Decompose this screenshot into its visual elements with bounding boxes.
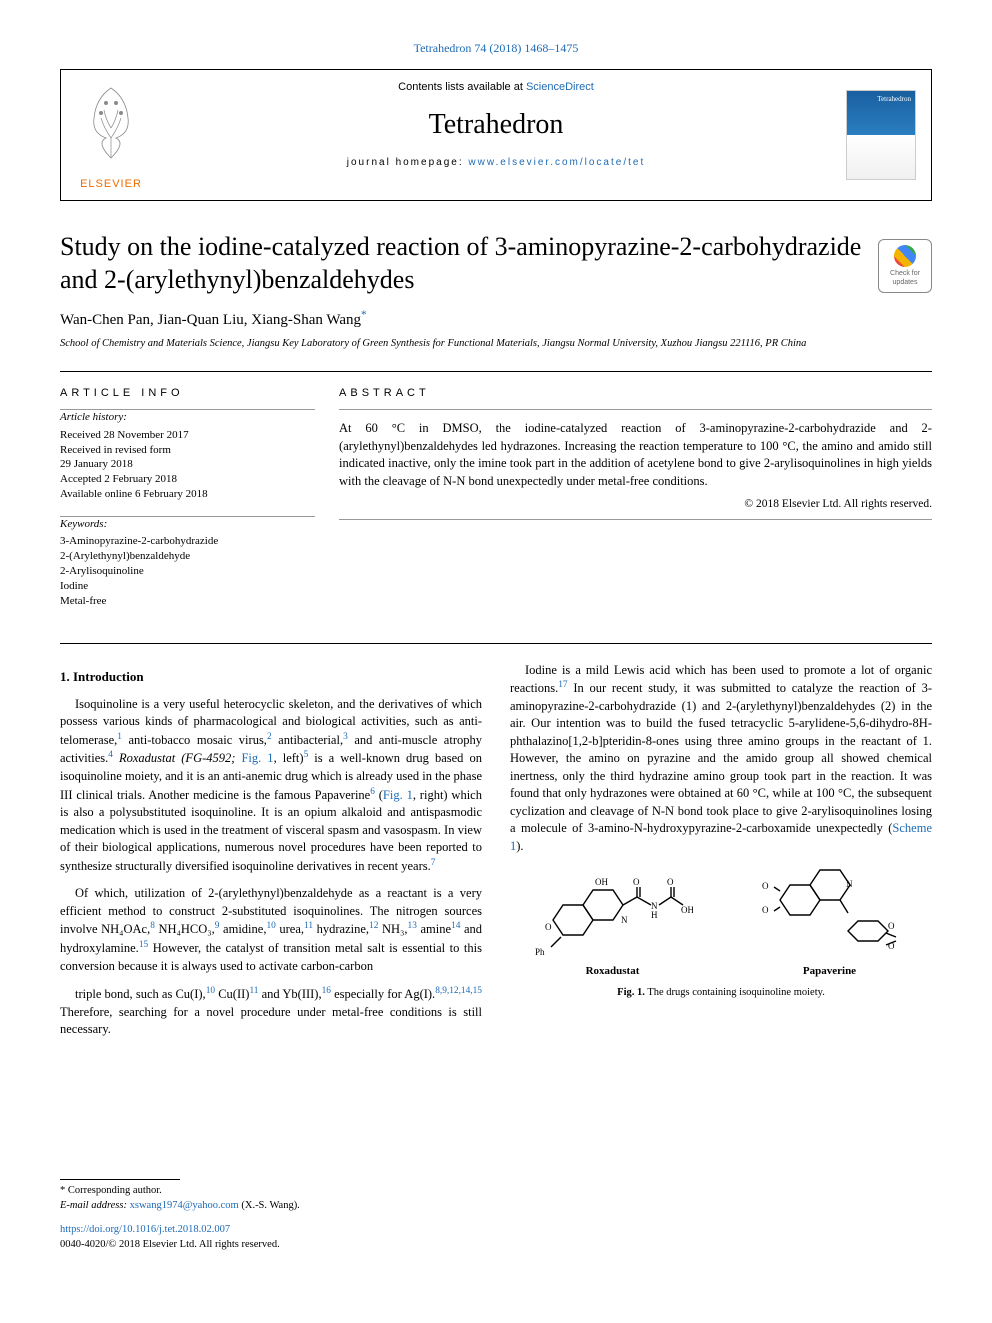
chem-structure-icon: N O O O O <box>750 865 910 960</box>
chem-structure-icon: Ph O OH N O N H <box>533 865 693 960</box>
doi-block: https://doi.org/10.1016/j.tet.2018.02.00… <box>60 1223 932 1252</box>
journal-homepage: journal homepage: www.elsevier.com/locat… <box>161 156 831 170</box>
section-heading-intro: 1. Introduction <box>60 668 482 686</box>
svg-text:O: O <box>667 877 674 887</box>
structure-papaverine: N O O O O Papaverine <box>750 865 910 979</box>
svg-text:OH: OH <box>681 905 693 915</box>
ref-link[interactable]: 17 <box>558 680 567 690</box>
article-info-label: ARTICLE INFO <box>60 386 315 401</box>
ref-link[interactable]: 13 <box>408 921 417 931</box>
email-link[interactable]: xswang1974@yahoo.com <box>130 1200 239 1211</box>
issn-line: 0040-4020/© 2018 Elsevier Ltd. All right… <box>60 1239 280 1250</box>
doi-link[interactable]: https://doi.org/10.1016/j.tet.2018.02.00… <box>60 1224 230 1235</box>
svg-text:OH: OH <box>595 877 608 887</box>
masthead: ELSEVIER Contents lists available at Sci… <box>60 69 932 202</box>
paragraph: Of which, utilization of 2-(arylethynyl)… <box>60 885 482 975</box>
abstract-column: ABSTRACT At 60 °C in DMSO, the iodine-ca… <box>339 372 932 623</box>
ref-link[interactable]: 10 <box>206 986 215 996</box>
journal-cover-cell: Tetrahedron <box>831 70 931 201</box>
keyword: Iodine <box>60 579 315 594</box>
article-title: Study on the iodine-catalyzed reaction o… <box>60 231 862 296</box>
ref-link[interactable]: 16 <box>322 986 331 996</box>
authors: Wan-Chen Pan, Jian-Quan Liu, Xiang-Shan … <box>60 308 862 331</box>
figure-ref[interactable]: Fig. 1 <box>241 752 273 766</box>
keyword: Metal-free <box>60 594 315 609</box>
divider <box>60 643 932 644</box>
svg-text:N: N <box>846 879 853 889</box>
corresponding-email: E-mail address: xswang1974@yahoo.com (X.… <box>60 1199 932 1214</box>
publisher-logo-cell: ELSEVIER <box>61 70 161 201</box>
contents-line: Contents lists available at ScienceDirec… <box>161 80 831 95</box>
svg-text:O: O <box>545 922 552 932</box>
journal-cover-icon: Tetrahedron <box>846 90 916 180</box>
elsevier-tree-icon <box>76 78 146 168</box>
keyword: 3-Aminopyrazine-2-carbohydrazide <box>60 534 315 549</box>
structure-label: Papaverine <box>803 964 856 979</box>
svg-text:O: O <box>762 881 769 891</box>
keywords-head: Keywords: <box>60 517 315 532</box>
figure-ref[interactable]: Fig. 1 <box>383 788 413 802</box>
journal-homepage-link[interactable]: www.elsevier.com/locate/tet <box>468 157 645 168</box>
journal-name: Tetrahedron <box>161 105 831 144</box>
ref-link[interactable]: 11 <box>304 921 313 931</box>
ref-link[interactable]: 7 <box>431 858 436 868</box>
corresponding-author-mark[interactable]: * <box>361 312 367 328</box>
structure-label: Roxadustat <box>586 964 640 979</box>
keyword: 2-Arylisoquinoline <box>60 564 315 579</box>
history-head: Article history: <box>60 410 315 425</box>
sciencedirect-link[interactable]: ScienceDirect <box>526 81 594 93</box>
citation-link[interactable]: Tetrahedron 74 (2018) 1468–1475 <box>60 40 932 57</box>
crossmark-badge[interactable]: Check for updates <box>878 239 932 293</box>
abstract-copyright: © 2018 Elsevier Ltd. All rights reserved… <box>339 496 932 512</box>
history-line: 29 January 2018 <box>60 457 315 472</box>
crossmark-icon <box>894 245 916 267</box>
history-line: Available online 6 February 2018 <box>60 487 315 502</box>
ref-link[interactable]: 10 <box>266 921 275 931</box>
figure-caption: Fig. 1. The drugs containing isoquinolin… <box>510 986 932 1001</box>
paragraph: triple bond, such as Cu(I),10 Cu(II)11 a… <box>60 985 482 1039</box>
keyword: 2-(Arylethynyl)benzaldehyde <box>60 549 315 564</box>
elsevier-logo: ELSEVIER <box>76 78 146 193</box>
svg-text:O: O <box>633 877 640 887</box>
corresponding-author-note: * Corresponding author. <box>60 1184 932 1199</box>
body-columns: 1. Introduction Isoquinoline is a very u… <box>60 662 932 1039</box>
svg-text:Ph: Ph <box>535 947 545 957</box>
paragraph: Iodine is a mild Lewis acid which has be… <box>510 662 932 856</box>
svg-text:H: H <box>651 910 658 920</box>
figure-1: Ph O OH N O N H <box>510 865 932 1000</box>
title-block: Study on the iodine-catalyzed reaction o… <box>60 231 932 351</box>
structure-roxadustat: Ph O OH N O N H <box>533 865 693 979</box>
article-info-column: ARTICLE INFO Article history: Received 2… <box>60 372 339 623</box>
affiliation: School of Chemistry and Materials Scienc… <box>60 337 862 351</box>
abstract-body: At 60 °C in DMSO, the iodine-catalyzed r… <box>339 420 932 490</box>
ref-link[interactable]: 15 <box>139 940 148 950</box>
svg-text:O: O <box>762 905 769 915</box>
svg-text:O: O <box>888 921 895 931</box>
ref-link[interactable]: 14 <box>451 921 460 931</box>
history-line: Accepted 2 February 2018 <box>60 472 315 487</box>
svg-text:N: N <box>621 915 628 925</box>
footer: * Corresponding author. E-mail address: … <box>60 1179 932 1253</box>
elsevier-wordmark: ELSEVIER <box>76 177 146 192</box>
masthead-center: Contents lists available at ScienceDirec… <box>161 70 831 201</box>
abstract-label: ABSTRACT <box>339 386 932 401</box>
ref-link[interactable]: 12 <box>369 921 378 931</box>
history-line: Received in revised form <box>60 443 315 458</box>
history-line: Received 28 November 2017 <box>60 428 315 443</box>
paragraph: Isoquinoline is a very useful heterocycl… <box>60 696 482 876</box>
ref-link[interactable]: 8,9,12,14,15 <box>435 986 482 996</box>
